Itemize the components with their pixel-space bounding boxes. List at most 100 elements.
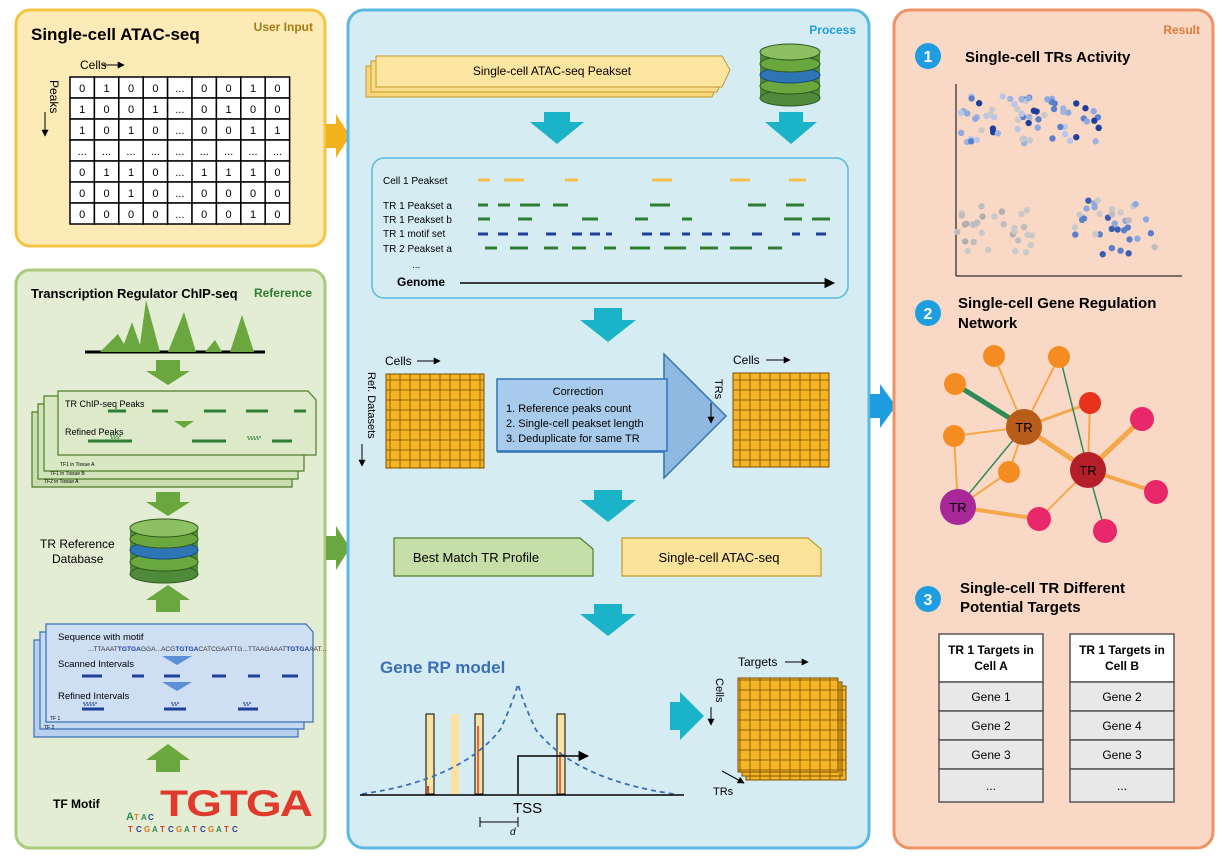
matrix-cell-value: ... (175, 104, 184, 116)
matrix-cell-value: ... (200, 146, 209, 158)
scatter-point (1026, 137, 1034, 144)
svg-text:A: A (141, 813, 147, 822)
badge-2-num: 2 (924, 306, 933, 323)
item3-title-1: Single-cell TR Different (960, 580, 1125, 597)
scatter-point (1018, 110, 1025, 118)
peakset-banner: Single-cell ATAC-seq Peakset (365, 55, 731, 98)
scatter-point (1067, 137, 1074, 144)
regulation-network (940, 345, 1168, 543)
input-to-process-arrow (326, 114, 350, 158)
matrix-cell-value: 0 (128, 104, 134, 116)
scatter-point (1151, 243, 1158, 251)
matrix-cell-value: 0 (128, 83, 134, 95)
scatter-point (1073, 100, 1080, 107)
scatter-point (1028, 232, 1036, 239)
svg-text:C: C (232, 825, 238, 834)
ref-up-arrow-2 (146, 744, 190, 772)
matrix-cell-value: 0 (104, 209, 110, 221)
targets-table-b: TR 1 Targets in Cell B Gene 2 Gene 4 Gen… (1069, 633, 1175, 803)
table-a-row-2: Gene 2 (971, 719, 1011, 733)
matrix-cell-value: ... (78, 146, 87, 158)
proc-arrow-6 (670, 692, 704, 740)
matrix-cell-value: ... (126, 146, 135, 158)
matrix-cell-value: 1 (128, 125, 134, 137)
scatter-point (968, 95, 975, 102)
scatter-point (1035, 116, 1042, 123)
correction-item-2: 2. Single-cell peakset length (506, 418, 644, 430)
scatter-point (958, 212, 966, 219)
process-to-result-arrow (870, 384, 896, 428)
scatter-point (1076, 211, 1083, 218)
scatter-point (1073, 133, 1080, 141)
left-matrix (385, 373, 485, 469)
matrix-cell-value: 0 (226, 188, 232, 200)
cells-label-3: Cells (713, 678, 725, 703)
best-match-banner (393, 537, 594, 577)
stack-label-1: TF1 in Tissue A (60, 462, 95, 468)
reference-to-process-arrow (326, 526, 350, 570)
matrix-cell-value: 0 (250, 104, 256, 116)
matrix-cell-value: 1 (274, 125, 280, 137)
matrix-cell-value: 0 (104, 104, 110, 116)
trs-label-3: TRs (713, 786, 734, 798)
genome-row-5: ... (412, 260, 420, 271)
tr-node-label-3: TR (949, 500, 966, 515)
ref-up-arrow (146, 585, 190, 612)
scatter-point (1014, 116, 1022, 124)
ref-down-arrow-2 (146, 492, 190, 516)
scatter-point (979, 213, 986, 220)
matrix-cell-value: 0 (201, 188, 207, 200)
matrix-cell-value: ... (175, 146, 184, 158)
scatter-point (954, 228, 961, 236)
peakset-label: Single-cell ATAC-seq Peakset (473, 64, 632, 78)
tissue-stack: TR ChIP-seq Peaks Refined Peaks TF1 in T… (31, 390, 317, 488)
matrix-cell-value: 0 (152, 209, 158, 221)
left-cells-label: Cells (385, 354, 412, 368)
svg-text:A: A (216, 825, 222, 834)
svg-text:C: C (136, 825, 142, 834)
user-input-title: Single-cell ATAC-seq (31, 25, 200, 44)
matrix-cell-value: 1 (250, 83, 256, 95)
scatter-point (972, 115, 979, 123)
best-match-label: Best Match TR Profile (413, 550, 539, 565)
input-matrix: 0 1 0 0... 0 0 1 0 1 0 0 1... 0 1 0 0 1 0 1 0... 0 0 1 1.......… (69, 76, 291, 225)
badge-3 (915, 586, 941, 612)
right-matrix (732, 372, 830, 468)
correction-item-3: 3. Deduplicate for same TR (506, 433, 640, 445)
scatter-point (1011, 100, 1018, 108)
stack2-label-1: TF 1 (50, 716, 60, 722)
matrix-cell-value: 1 (250, 167, 256, 179)
genome-row-2: TR 1 Peakset b (383, 215, 452, 226)
stack-label-3: TF2 in Tissue A (44, 479, 79, 485)
scatter-point (963, 220, 970, 228)
scatter-point (1018, 210, 1025, 218)
scatter-point (1117, 247, 1124, 254)
scatter-point (1049, 135, 1056, 142)
svg-text:A: A (184, 825, 190, 834)
tr-node-label-1: TR (1015, 420, 1032, 435)
cells-axis-label: Cells (80, 58, 107, 72)
badge-1-num: 1 (924, 49, 933, 66)
sequence-label: Sequence with motif (58, 632, 144, 643)
matrix-cell-value: 1 (250, 125, 256, 137)
process-tag: Process (809, 23, 856, 37)
scatter-point (957, 129, 965, 137)
matrix-cell-value: 0 (274, 83, 280, 95)
scatter-point (1011, 228, 1018, 235)
genome-box: Cell 1 Peakset TR 1 Peakset a TR 1 Peaks… (371, 157, 849, 299)
db-label-1: TR Reference (40, 537, 115, 551)
matrix-cell-value: 0 (104, 188, 110, 200)
scatter-point (1072, 231, 1079, 238)
scatter-point (1044, 96, 1051, 103)
item3-title-2: Potential Targets (960, 599, 1081, 616)
matrix-cell-value: 1 (128, 167, 134, 179)
matrix-cell-value: 1 (226, 167, 232, 179)
scatter-point (1124, 224, 1132, 231)
matrix-cell-value: 1 (201, 167, 207, 179)
scatter-point (1108, 205, 1116, 213)
scatter-point (1126, 236, 1133, 243)
scatter-point (1125, 250, 1132, 257)
item2-title-2: Network (958, 315, 1018, 332)
matrix-cell-value: 0 (79, 167, 85, 179)
tr-chipseq-peaks-label: TR ChIP-seq Peaks (65, 399, 145, 409)
